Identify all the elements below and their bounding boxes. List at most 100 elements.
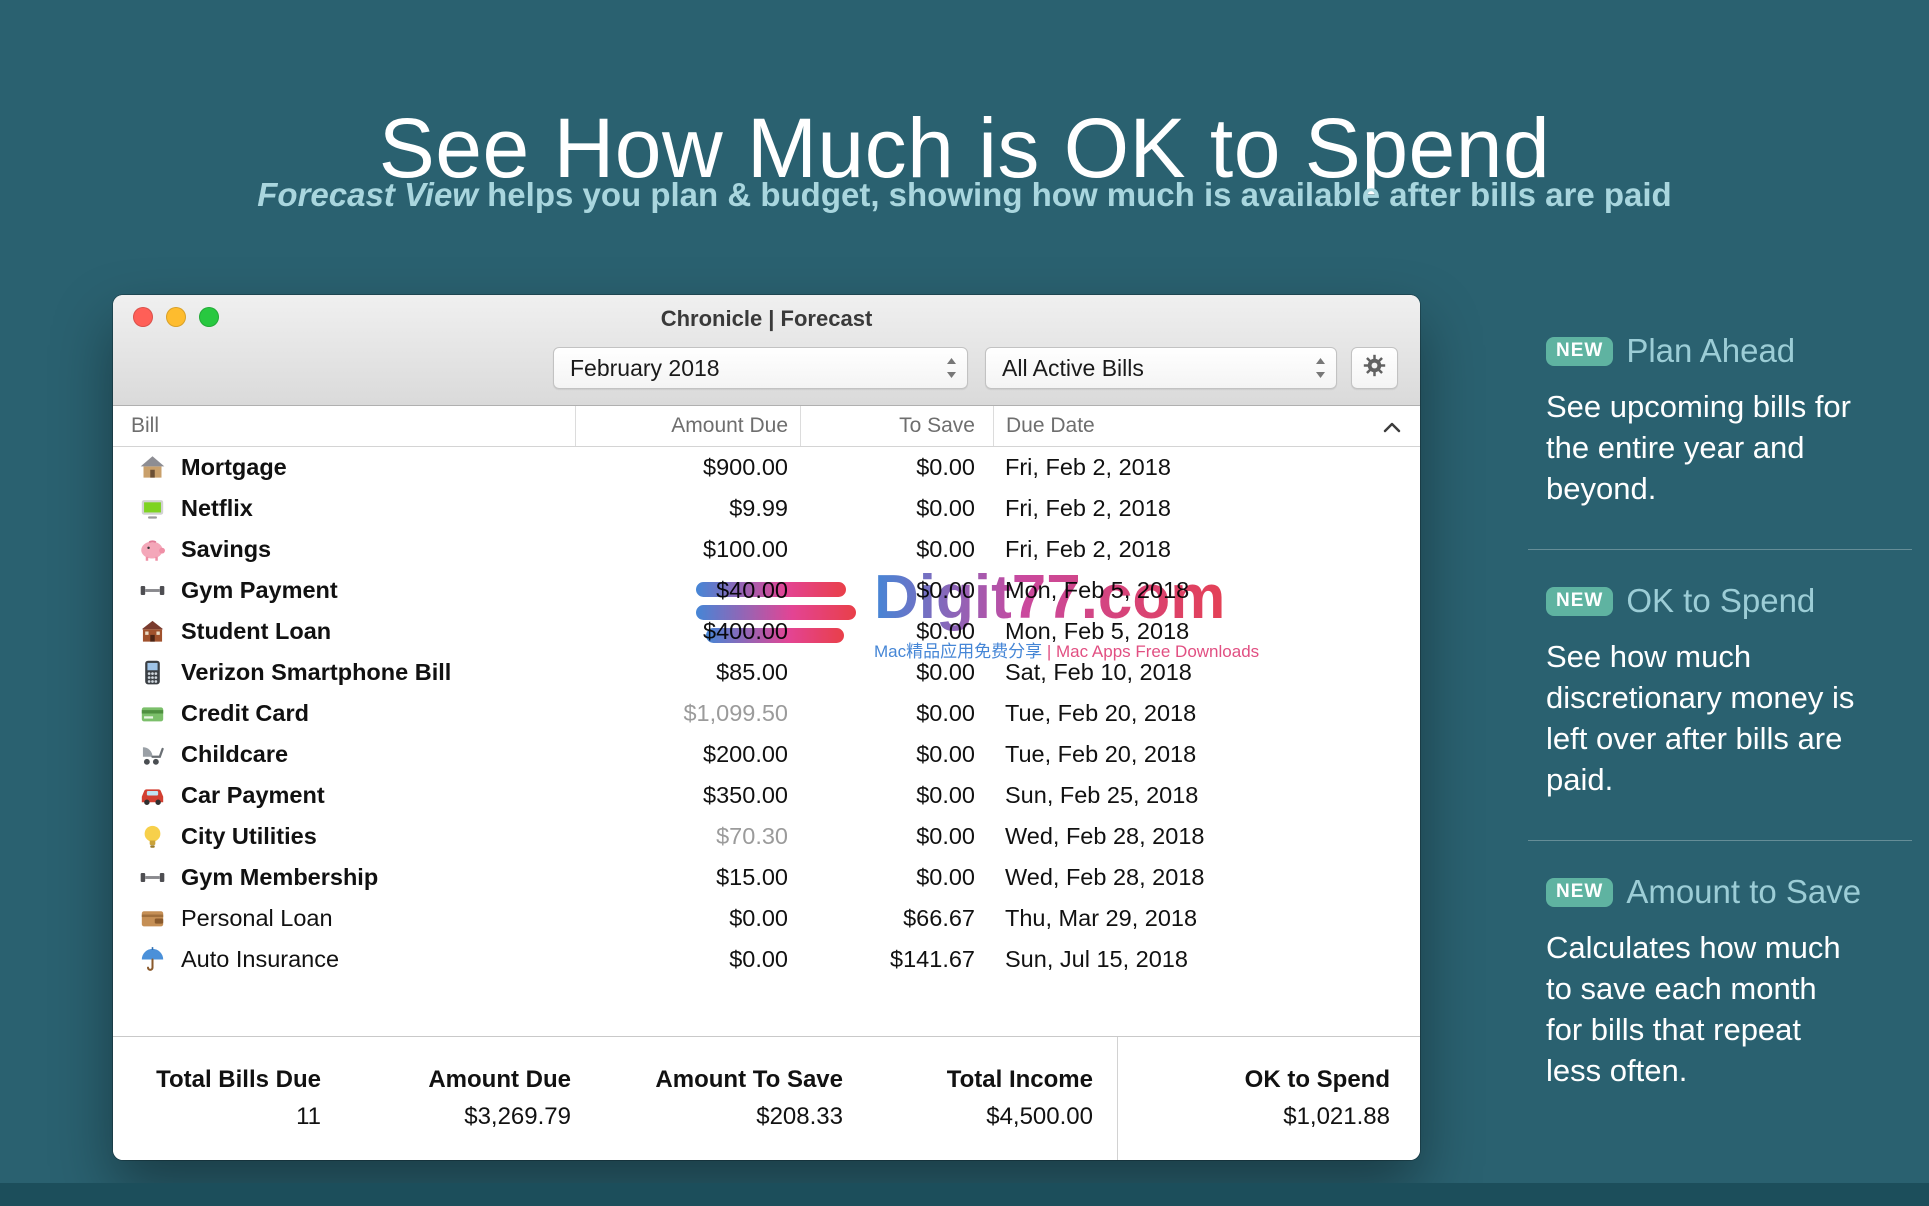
feature-title: OK to Spend [1626, 582, 1816, 619]
feature-title: Plan Ahead [1626, 332, 1796, 369]
summary-stat-label: Amount Due [428, 1066, 571, 1093]
table-row[interactable]: Personal Loan $0.00 $66.67 Thu, Mar 29, … [113, 898, 1420, 939]
table-row[interactable]: Verizon Smartphone Bill $85.00 $0.00 Sat… [113, 652, 1420, 693]
feature-item: NEW Amount to Save Calculates how much t… [1528, 840, 1912, 1131]
table-row[interactable]: Credit Card $1,099.50 $0.00 Tue, Feb 20,… [113, 693, 1420, 734]
amount-due-cell: $900.00 [703, 454, 788, 480]
due-date-cell: Mon, Feb 5, 2018 [1005, 577, 1190, 603]
table-row[interactable]: Car Payment $350.00 $0.00 Sun, Feb 25, 2… [113, 775, 1420, 816]
settings-button[interactable] [1351, 347, 1398, 389]
table-row[interactable]: Mortgage $900.00 $0.00 Fri, Feb 2, 2018 [113, 447, 1420, 488]
to-save-cell: $0.00 [916, 700, 975, 726]
column-header-due-date[interactable]: Due Date [993, 406, 1420, 446]
column-header-to-save[interactable]: To Save [800, 406, 993, 446]
table-row[interactable]: Gym Payment $40.00 $0.00 Mon, Feb 5, 201… [113, 570, 1420, 611]
bill-name: Childcare [181, 741, 289, 767]
due-date-cell: Sat, Feb 10, 2018 [1005, 659, 1192, 685]
to-save-cell: $66.67 [903, 905, 975, 931]
page-subtitle: Forecast View helps you plan & budget, s… [0, 176, 1929, 214]
to-save-cell: $0.00 [916, 454, 975, 480]
due-date-cell: Sun, Feb 25, 2018 [1005, 782, 1199, 808]
to-save-cell: $0.00 [916, 495, 975, 521]
dumbbell-icon [139, 577, 166, 604]
new-badge: NEW [1546, 336, 1614, 366]
due-date-cell: Tue, Feb 20, 2018 [1005, 741, 1197, 767]
feature-list: NEW Plan Ahead See upcoming bills for th… [1528, 330, 1912, 1131]
chevron-up-icon [1382, 416, 1402, 440]
umbrella-icon [139, 946, 166, 973]
table-row[interactable]: Childcare $200.00 $0.00 Tue, Feb 20, 201… [113, 734, 1420, 775]
window-title: Chronicle | Forecast [660, 306, 873, 331]
minimize-button[interactable] [166, 307, 186, 327]
page-title: See How Much is OK to Spend [378, 101, 1551, 196]
bill-name: Netflix [181, 495, 253, 521]
table-row[interactable]: Auto Insurance $0.00 $141.67 Sun, Jul 15… [113, 939, 1420, 980]
bill-name: Car Payment [181, 782, 325, 808]
due-date-cell: Thu, Mar 29, 2018 [1005, 905, 1198, 931]
toolbar: February 2018 All Active Bills [113, 347, 1420, 393]
bill-name: Gym Membership [181, 864, 379, 890]
close-button[interactable] [133, 307, 153, 327]
gear-icon [1361, 352, 1388, 384]
feature-title: Amount to Save [1626, 873, 1862, 910]
app-window: Chronicle | Forecast February 2018 All A… [113, 295, 1420, 1160]
table-row[interactable]: City Utilities $70.30 $0.00 Wed, Feb 28,… [113, 816, 1420, 857]
feature-description: Calculates how much to save each month f… [1546, 930, 1841, 1088]
summary-bar: Total Bills Due 11 Amount Due $3,269.79 … [113, 1036, 1420, 1160]
dumbbell-icon [139, 864, 166, 891]
table-row[interactable]: Savings $100.00 $0.00 Fri, Feb 2, 2018 [113, 529, 1420, 570]
zoom-button[interactable] [199, 307, 219, 327]
traffic-lights [133, 307, 219, 327]
bill-name: Mortgage [181, 454, 287, 480]
wallet-icon [139, 905, 166, 932]
due-date-cell: Sun, Jul 15, 2018 [1005, 946, 1188, 972]
amount-due-cell: $350.00 [703, 782, 788, 808]
bills-filter-dropdown[interactable]: All Active Bills [985, 347, 1337, 389]
column-header-bill[interactable]: Bill [131, 414, 160, 437]
bill-name: Personal Loan [181, 905, 333, 931]
summary-stat: Amount To Save $208.33 [585, 1037, 857, 1160]
summary-stat-value: $3,269.79 [464, 1103, 571, 1130]
due-date-cell: Fri, Feb 2, 2018 [1005, 454, 1171, 480]
summary-stat: Amount Due $3,269.79 [335, 1037, 585, 1160]
smartphone-icon [139, 659, 166, 686]
amount-due-cell: $85.00 [716, 659, 788, 685]
to-save-cell: $0.00 [916, 618, 975, 644]
due-date-cell: Wed, Feb 28, 2018 [1005, 823, 1205, 849]
feature-description: See upcoming bills for the entire year a… [1546, 389, 1851, 506]
bill-name: Gym Payment [181, 577, 338, 603]
amount-due-cell: $9.99 [729, 495, 788, 521]
amount-due-cell: $15.00 [716, 864, 788, 890]
stroller-icon [139, 741, 166, 768]
tv-icon [139, 495, 166, 522]
amount-due-cell: $1,099.50 [683, 700, 788, 726]
feature-description: See how much discretionary money is left… [1546, 639, 1855, 797]
table-row[interactable]: Student Loan $400.00 $0.00 Mon, Feb 5, 2… [113, 611, 1420, 652]
bill-name: Savings [181, 536, 272, 562]
summary-stat-value: $1,021.88 [1283, 1103, 1390, 1130]
bill-name: Auto Insurance [181, 946, 340, 972]
stepper-icon [1305, 356, 1336, 380]
due-date-cell: Mon, Feb 5, 2018 [1005, 618, 1190, 644]
to-save-cell: $0.00 [916, 536, 975, 562]
bottom-strip [0, 1183, 1929, 1206]
amount-due-cell: $40.00 [716, 577, 788, 603]
to-save-cell: $141.67 [890, 946, 975, 972]
house-icon [139, 454, 166, 481]
piggy-bank-icon [139, 536, 166, 563]
bills-table: Mortgage $900.00 $0.00 Fri, Feb 2, 2018 … [113, 447, 1420, 980]
credit-card-icon [139, 700, 166, 727]
subtitle-emphasis: Forecast View [257, 176, 478, 213]
column-header-amount-due[interactable]: Amount Due [575, 406, 800, 446]
summary-stat-value: 11 [296, 1103, 321, 1130]
bills-filter-dropdown-value: All Active Bills [1002, 354, 1144, 381]
table-row[interactable]: Netflix $9.99 $0.00 Fri, Feb 2, 2018 [113, 488, 1420, 529]
period-dropdown[interactable]: February 2018 [553, 347, 968, 389]
amount-due-cell: $400.00 [703, 618, 788, 644]
table-row[interactable]: Gym Membership $15.00 $0.00 Wed, Feb 28,… [113, 857, 1420, 898]
to-save-cell: $0.00 [916, 782, 975, 808]
to-save-cell: $0.00 [916, 577, 975, 603]
table-header: Bill Amount Due To Save Due Date [113, 406, 1420, 447]
bill-name: Verizon Smartphone Bill [181, 659, 452, 685]
summary-stat: Total Income $4,500.00 [857, 1037, 1117, 1160]
